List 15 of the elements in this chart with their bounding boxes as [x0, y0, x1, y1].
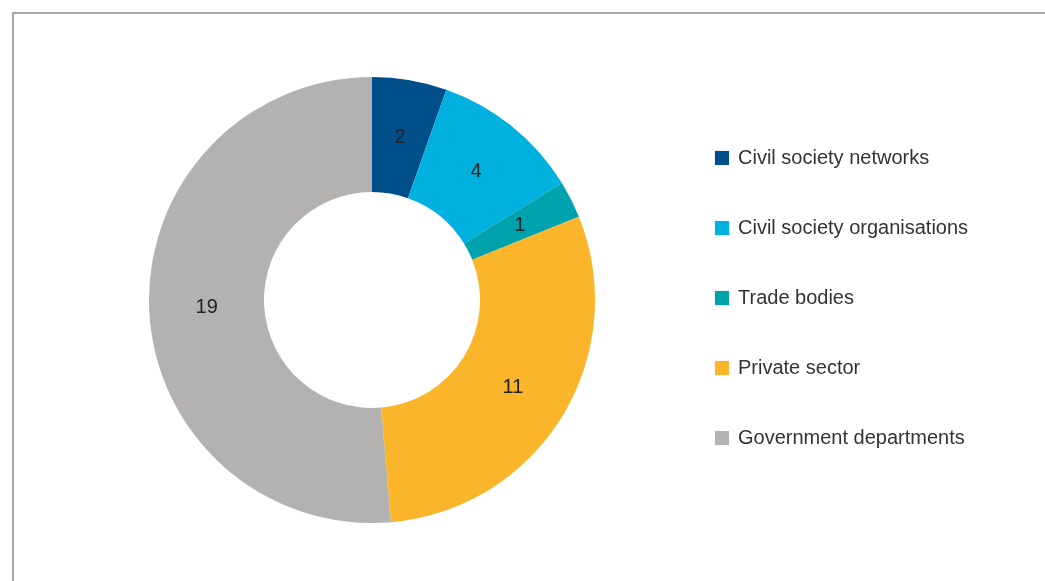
donut-slice	[407, 89, 562, 244]
data-label: 11	[502, 374, 524, 397]
donut-slice	[381, 216, 595, 523]
data-label: 2	[394, 124, 406, 147]
legend-label: Private sector	[738, 356, 861, 378]
data-label: 19	[195, 295, 218, 318]
donut-slice	[372, 77, 447, 199]
legend-label: Trade bodies	[738, 286, 854, 308]
donut-slice	[463, 183, 579, 260]
data-label: 1	[514, 213, 526, 236]
legend-label: Government departments	[738, 426, 965, 448]
data-label: 4	[470, 159, 482, 182]
donut-slice	[149, 77, 391, 523]
legend-label: Civil society organisations	[738, 216, 969, 238]
legend-label: Civil society networks	[738, 146, 930, 168]
